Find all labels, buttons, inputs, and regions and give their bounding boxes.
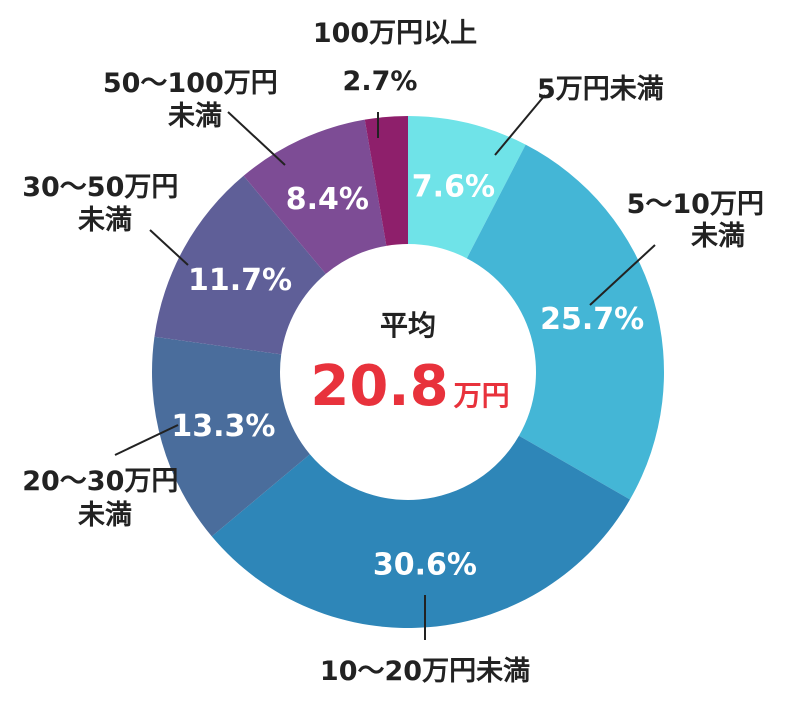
value-label-3: 13.3% [171, 409, 275, 444]
leader-line-5 [227, 111, 286, 166]
value-label-4: 11.7% [188, 263, 292, 298]
category-label-4-line1: 30〜50万円 [22, 172, 178, 203]
category-label-6-value: 2.7% [343, 66, 418, 97]
center-summary: 平均 20.8 万円 [310, 309, 509, 419]
category-label-6: 100万円以上 [313, 18, 477, 49]
category-label-1: 5〜10万円 未満 [627, 189, 774, 252]
category-label-3-line2: 未満 [78, 500, 132, 531]
leader-line-1 [589, 244, 656, 306]
category-label-1-line1: 5〜10万円 [627, 189, 764, 220]
center-value: 20.8 [310, 354, 448, 419]
category-label-5: 50〜100万円 未満 [103, 68, 287, 132]
category-labels-group: 5万円未満 5〜10万円 未満 10〜20万円未満 20〜30万円 未満 30〜… [22, 18, 774, 687]
slice-2 [211, 435, 630, 629]
category-label-5-line2: 未満 [168, 101, 222, 132]
leader-line-0 [494, 94, 546, 156]
center-unit: 万円 [454, 379, 510, 412]
category-label-0: 5万円未満 [537, 74, 664, 105]
category-label-4: 30〜50万円 未満 [22, 172, 188, 236]
category-label-1-line2: 未満 [691, 221, 745, 252]
leader-lines-group [114, 94, 656, 640]
slice-5 [243, 119, 387, 274]
slice-3 [152, 336, 310, 537]
value-label-0: 7.6% [412, 169, 495, 204]
slice-4 [154, 175, 326, 355]
category-label-4-line2: 未満 [78, 205, 132, 236]
slice-6 [364, 116, 408, 246]
category-label-3: 20〜30万円 未満 [22, 466, 188, 531]
category-label-2: 10〜20万円未満 [320, 656, 530, 687]
center-label: 平均 [380, 309, 436, 342]
value-label-5: 8.4% [286, 182, 369, 217]
leader-line-4 [149, 229, 189, 266]
category-label-3-line1: 20〜30万円 [22, 466, 178, 497]
slice-0 [408, 116, 526, 259]
value-labels-group: 7.6% 25.7% 30.6% 13.3% 11.7% 8.4% [171, 169, 644, 582]
slice-1 [466, 144, 664, 500]
value-label-1: 25.7% [540, 302, 644, 337]
value-label-2: 30.6% [373, 547, 477, 582]
center-value-group: 20.8 万円 [310, 354, 509, 419]
category-label-5-line1: 50〜100万円 [103, 68, 278, 99]
slices-group [152, 116, 664, 629]
leader-line-3 [114, 424, 179, 456]
